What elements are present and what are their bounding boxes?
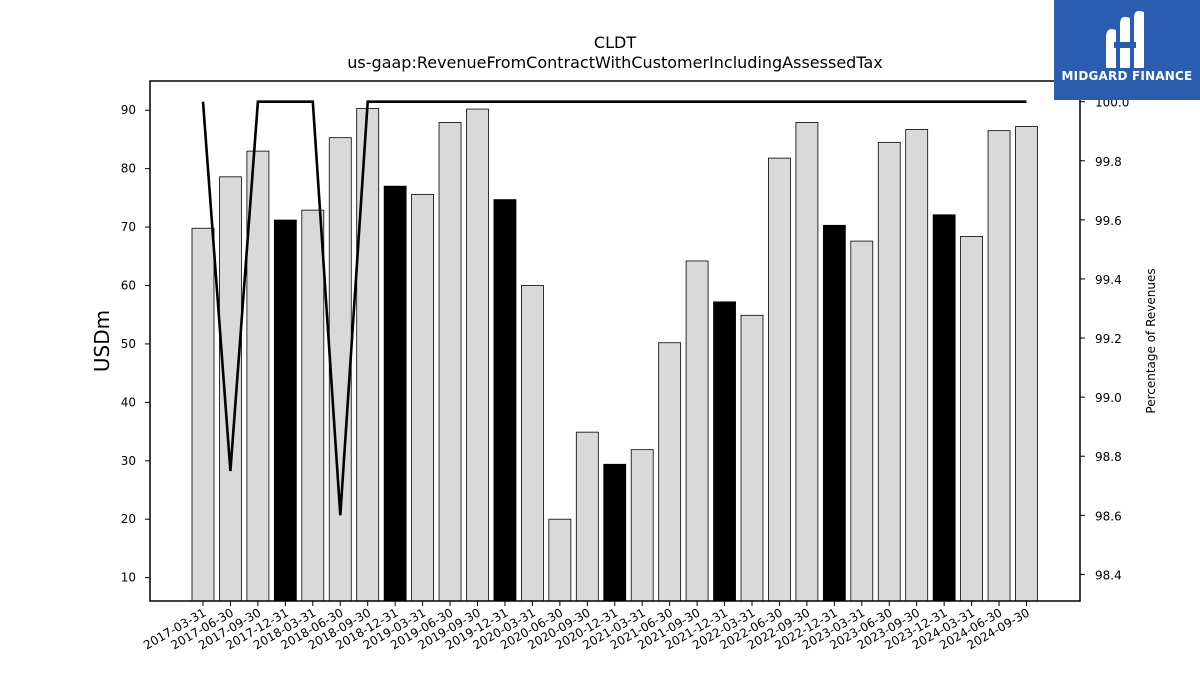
x-axis: 2017-03-312017-06-302017-09-302017-12-31… [141, 601, 1032, 652]
y-tick-label: 70 [121, 220, 136, 234]
bar-2023-03-31 [850, 240, 874, 602]
bar-2021-09-30 [685, 260, 709, 602]
line-group [201, 100, 1027, 516]
y2-axis-label: Percentage of Revenues [1144, 268, 1158, 413]
chart-title: CLDT [594, 33, 636, 52]
bar-2021-12-31 [713, 301, 736, 602]
bar-2021-06-30 [658, 342, 682, 602]
logo-text: MIDGARD FINANCE [1061, 69, 1193, 83]
y-tick-label: 30 [121, 454, 136, 468]
bar-2021-03-31 [630, 449, 654, 602]
bar-2020-09-30 [575, 431, 599, 602]
bar-2019-03-31 [411, 193, 435, 602]
y2-tick-label: 99.8 [1095, 155, 1122, 169]
bar-2018-06-30 [328, 137, 352, 602]
bar-2024-03-31 [960, 236, 983, 602]
bar-2018-09-30 [356, 108, 380, 602]
bar-2017-03-31 [191, 227, 215, 602]
y2-tick-label: 98.6 [1095, 509, 1122, 523]
chart-subtitle: us-gaap:RevenueFromContractWithCustomerI… [347, 53, 882, 72]
bar-2020-06-30 [548, 518, 572, 602]
y-axis-left: 10 20 30 40 50 60 70 80 90 [121, 103, 150, 585]
y-tick-label: 50 [121, 337, 136, 351]
bars-group [191, 108, 1038, 602]
bar-2022-09-30 [795, 122, 819, 602]
y2-tick-label: 99.0 [1095, 391, 1122, 405]
bar-2018-03-31 [301, 209, 325, 602]
percentage-line [201, 100, 1027, 516]
bar-2019-12-31 [493, 199, 517, 602]
bar-2017-12-31 [273, 219, 297, 602]
logo: MIDGARD FINANCE [1054, 0, 1200, 100]
bar-2023-09-30 [905, 129, 929, 602]
y-axis-label: USDm [90, 310, 114, 372]
y-tick-label: 10 [121, 571, 136, 585]
bar-2017-06-30 [219, 176, 242, 602]
bar-2019-06-30 [438, 122, 462, 602]
bar-2022-12-31 [822, 224, 846, 602]
bar-2023-06-30 [877, 141, 901, 602]
y2-tick-label: 99.6 [1095, 214, 1122, 228]
y2-tick-label: 99.4 [1095, 273, 1122, 287]
y-tick-label: 40 [121, 395, 136, 409]
y2-tick-label: 98.4 [1095, 568, 1122, 582]
bar-2022-03-31 [740, 314, 764, 602]
y-tick-label: 60 [121, 278, 136, 292]
bar-2024-06-30 [987, 130, 1011, 602]
bar-2023-12-31 [932, 214, 956, 602]
midgard-logo-icon [1106, 10, 1144, 68]
bar-2018-12-31 [383, 185, 407, 602]
y-tick-label: 80 [121, 162, 136, 176]
y-tick-label: 20 [121, 512, 136, 526]
y2-tick-label: 99.2 [1095, 332, 1122, 346]
bar-2022-06-30 [768, 157, 791, 602]
y2-tick-label: 98.8 [1095, 450, 1122, 464]
bar-2020-03-31 [521, 285, 544, 602]
bar-2024-09-30 [1015, 126, 1038, 602]
y-tick-label: 90 [121, 103, 136, 117]
bar-2019-09-30 [466, 108, 489, 602]
bar-2020-12-31 [603, 463, 627, 602]
